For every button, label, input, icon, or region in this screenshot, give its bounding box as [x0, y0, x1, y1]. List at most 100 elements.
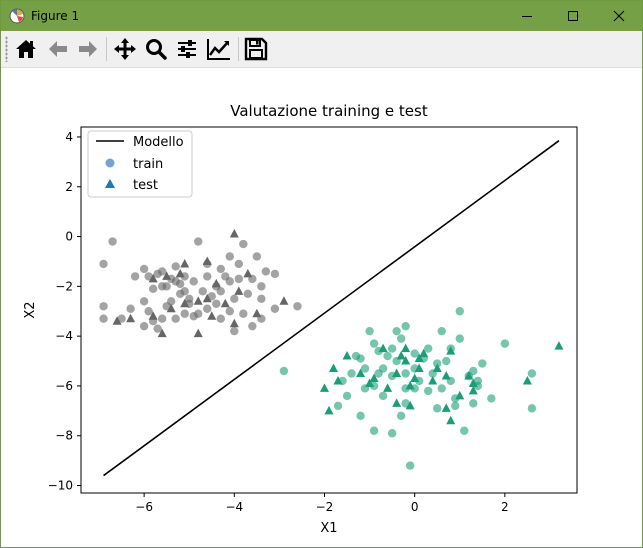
train-point-class0: [234, 259, 244, 269]
move-icon: [114, 38, 136, 60]
train-point-class1: [455, 307, 464, 316]
figure-canvas[interactable]: Valutazione training e test −6 −4 −2 0 2420−…: [1, 68, 642, 546]
sliders-icon: [178, 40, 196, 58]
test-point-class1: [392, 398, 402, 407]
test-point-class1: [414, 353, 424, 363]
maximize-button[interactable]: [550, 1, 596, 31]
title-bar[interactable]: Figure 1: [1, 1, 642, 31]
minimize-button[interactable]: [504, 1, 550, 31]
train-point-class0: [212, 299, 221, 308]
home-button[interactable]: [12, 35, 40, 63]
test-point-class1: [401, 356, 411, 365]
test-point-class1: [401, 343, 411, 353]
line-chart-icon: [207, 39, 230, 60]
train-point-class1: [360, 364, 370, 373]
train-point-class0: [126, 304, 135, 313]
train-point-class0: [162, 282, 171, 291]
navigation-toolbar: [1, 31, 642, 68]
legend-train-swatch: [105, 158, 115, 168]
train-point-class0: [225, 307, 234, 316]
train-point-class0: [194, 309, 203, 318]
train-point-class1: [460, 426, 469, 435]
train-point-class0: [139, 297, 149, 306]
train-point-class0: [230, 294, 239, 303]
test-point-class1: [378, 343, 388, 353]
test-point-class0: [175, 268, 185, 278]
train-point-class1: [433, 404, 442, 413]
test-point-class1: [319, 383, 329, 392]
train-point-class1: [279, 366, 289, 376]
test-point-class1: [333, 375, 343, 385]
pan-button[interactable]: [111, 35, 139, 63]
x-axis-label: X1: [320, 521, 337, 536]
train-point-class0: [99, 302, 108, 311]
train-point-class0: [252, 252, 262, 261]
test-point-class0: [279, 296, 289, 305]
train-point-class1: [387, 344, 397, 353]
zoom-button[interactable]: [142, 35, 170, 63]
train-point-class0: [257, 282, 266, 291]
train-point-class0: [130, 272, 140, 281]
train-point-class1: [478, 359, 487, 368]
test-point-class1: [392, 368, 402, 377]
train-point-class1: [451, 401, 460, 411]
forward-button[interactable]: [74, 35, 102, 63]
close-button[interactable]: [596, 1, 642, 31]
test-point-class0: [162, 271, 172, 280]
minimize-icon: [522, 16, 532, 17]
y-tick-label: −10: [48, 479, 73, 493]
test-point-class0: [180, 258, 190, 268]
train-point-class1: [500, 339, 510, 348]
test-point-class1: [554, 341, 564, 350]
test-point-class1: [369, 373, 379, 382]
test-point-class1: [329, 363, 339, 373]
train-point-class0: [171, 262, 180, 271]
test-point-class1: [446, 346, 456, 355]
train-point-class0: [203, 272, 212, 281]
train-point-class1: [356, 411, 365, 421]
train-point-class0: [139, 321, 149, 331]
toolbar-grip[interactable]: [5, 36, 8, 62]
window-title: Figure 1: [31, 9, 80, 23]
train-point-class0: [180, 309, 189, 318]
train-point-class1: [374, 369, 383, 378]
arrow-right-icon: [79, 41, 97, 57]
test-point-class1: [428, 375, 438, 385]
toolbar-separator: [238, 37, 239, 61]
toolbar-separator: [106, 37, 107, 61]
train-point-class0: [216, 264, 225, 274]
y-tick-label: 0: [65, 230, 73, 244]
test-point-class0: [193, 328, 203, 338]
save-button[interactable]: [242, 35, 270, 63]
chart-title: Valutazione training e test: [230, 102, 428, 120]
train-point-class1: [369, 426, 379, 435]
test-point-class1: [396, 351, 406, 360]
axes-edit-button[interactable]: [204, 35, 232, 63]
test-point-class0: [193, 296, 203, 305]
test-point-class0: [148, 311, 158, 320]
train-point-class0: [257, 294, 266, 303]
train-point-class0: [239, 239, 248, 249]
train-point-class1: [383, 351, 392, 361]
floppy-disk-icon: [244, 37, 268, 61]
matplotlib-icon: [9, 8, 25, 24]
y-tick-label: 4: [65, 130, 73, 144]
train-point-class0: [189, 277, 198, 286]
train-point-class0: [148, 284, 158, 294]
home-icon: [16, 40, 36, 58]
test-point-class1: [468, 378, 478, 387]
test-point-class1: [522, 375, 532, 385]
train-point-class0: [194, 237, 203, 246]
magnifier-icon: [146, 39, 167, 60]
subplots-button[interactable]: [173, 35, 201, 63]
back-button[interactable]: [44, 35, 72, 63]
test-point-class1: [356, 368, 366, 377]
test-point-class0: [126, 313, 136, 323]
train-point-class0: [99, 314, 108, 323]
train-point-class1: [333, 401, 343, 411]
plot-area: [99, 140, 564, 477]
train-point-class0: [108, 237, 117, 246]
train-point-class1: [455, 334, 464, 343]
maximize-icon: [568, 11, 578, 21]
test-point-class0: [157, 328, 167, 338]
